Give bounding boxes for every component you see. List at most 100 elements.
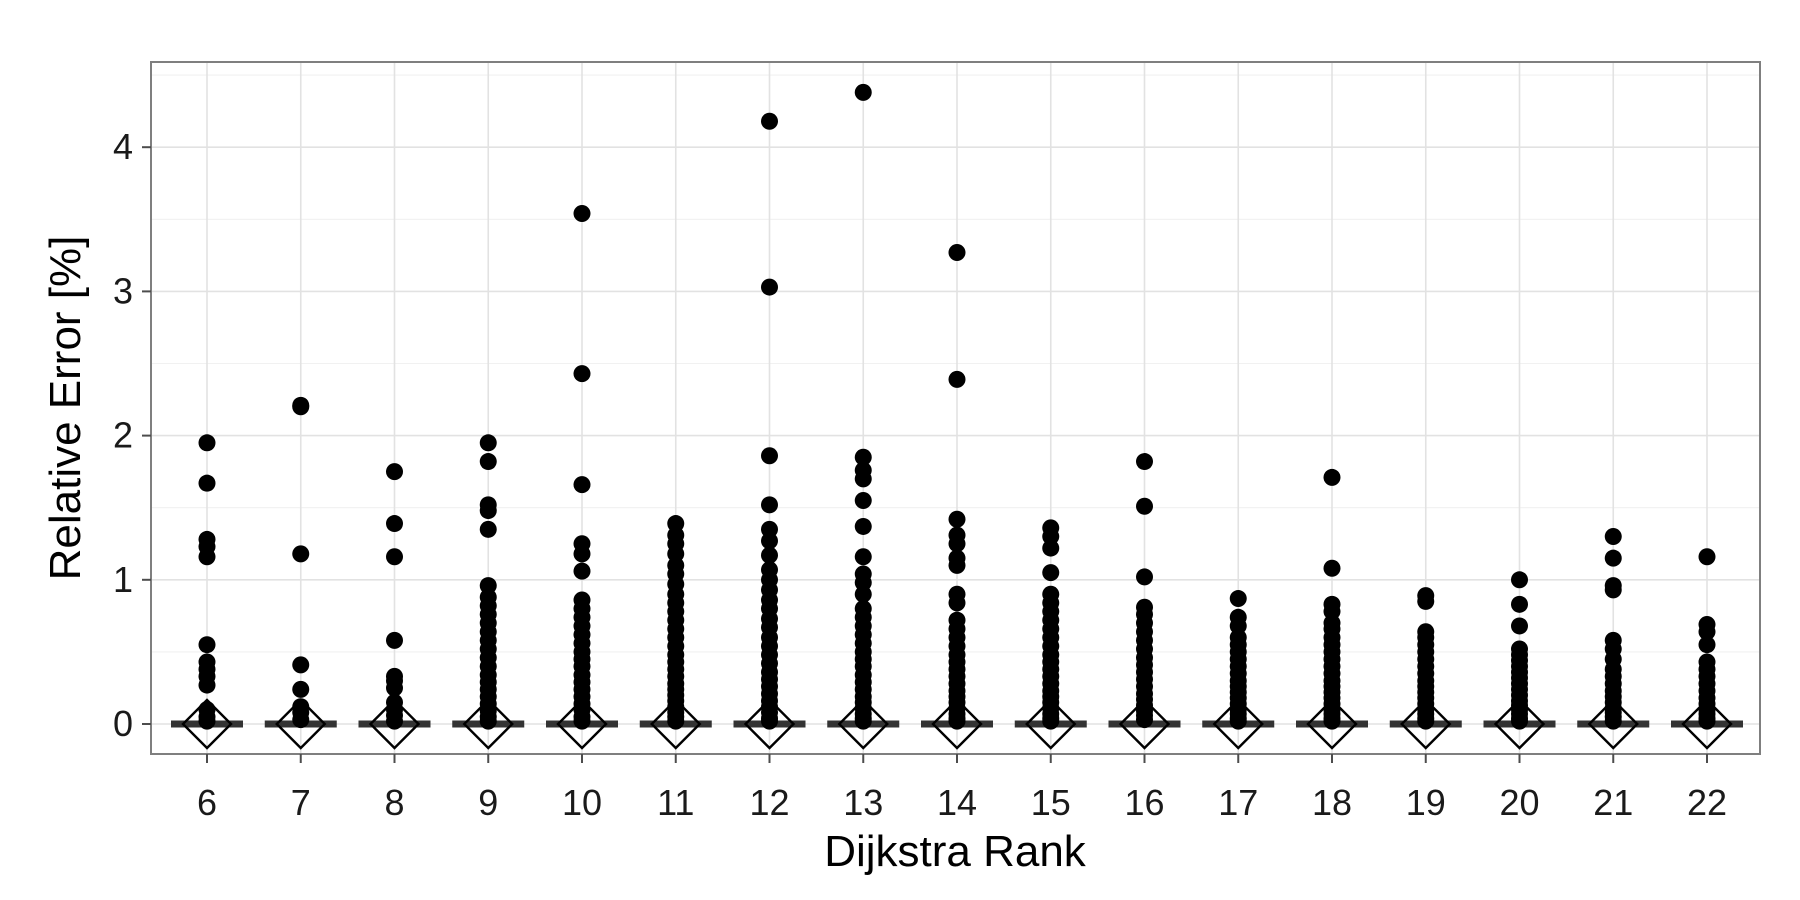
x-tick-label: 15 bbox=[1031, 782, 1071, 823]
outlier-point bbox=[854, 585, 872, 603]
x-axis-title: Dijkstra Rank bbox=[824, 827, 1087, 876]
x-tick-label: 6 bbox=[197, 782, 217, 823]
outlier-point bbox=[573, 476, 591, 494]
outlier-point bbox=[573, 205, 591, 223]
mean-diamond-rank-17 bbox=[1212, 698, 1264, 750]
grid-lines bbox=[152, 63, 1759, 753]
x-tick-label: 7 bbox=[291, 782, 311, 823]
outlier-point bbox=[198, 474, 216, 492]
mean-diamond-rank-14 bbox=[931, 698, 983, 750]
x-tick-label: 11 bbox=[657, 782, 694, 823]
x-tick-label: 8 bbox=[384, 782, 404, 823]
outlier-point bbox=[1511, 595, 1528, 613]
outlier-point bbox=[386, 515, 403, 533]
outlier-point bbox=[198, 636, 216, 654]
mean-diamond-rank-19 bbox=[1400, 698, 1452, 750]
outlier-point bbox=[198, 676, 216, 694]
x-tick-label: 13 bbox=[843, 782, 883, 823]
outlier-point bbox=[854, 83, 872, 101]
outlier-point bbox=[948, 370, 966, 388]
y-tick-label: 3 bbox=[113, 270, 133, 311]
y-tick-label: 1 bbox=[113, 559, 133, 600]
mean-diamond-rank-18 bbox=[1306, 698, 1358, 750]
x-tick-label: 17 bbox=[1218, 782, 1258, 823]
outlier-point bbox=[667, 712, 685, 730]
outlier-point bbox=[854, 517, 872, 535]
outlier-point bbox=[198, 712, 216, 730]
outlier-point bbox=[1698, 636, 1716, 654]
outlier-point bbox=[948, 243, 966, 261]
outlier-point bbox=[1417, 592, 1435, 610]
outlier-point bbox=[1511, 571, 1528, 589]
outlier-point bbox=[761, 496, 778, 514]
outlier-point bbox=[948, 510, 966, 528]
mean-diamond-rank-13 bbox=[837, 698, 889, 750]
outlier-point bbox=[1042, 564, 1060, 582]
outlier-point bbox=[292, 398, 310, 416]
outlier-point bbox=[1229, 590, 1247, 608]
outlier-point bbox=[1136, 453, 1153, 471]
outlier-point bbox=[479, 712, 497, 730]
outlier-point bbox=[1323, 468, 1341, 486]
mean-diamond-rank-11 bbox=[650, 698, 702, 750]
mean-diamond-rank-15 bbox=[1025, 698, 1077, 750]
outlier-point bbox=[761, 112, 778, 130]
outlier-point bbox=[386, 631, 403, 649]
y-axis: 0 1 2 3 4 bbox=[113, 126, 151, 744]
outlier-point bbox=[479, 520, 497, 538]
outlier-point bbox=[1604, 712, 1622, 730]
mean-diamond-rank-21 bbox=[1587, 698, 1639, 750]
outlier-point bbox=[1604, 528, 1622, 546]
outlier-point bbox=[292, 680, 310, 698]
outlier-point bbox=[1042, 712, 1060, 730]
y-axis-title: Relative Error [%] bbox=[41, 236, 90, 581]
outlier-point bbox=[854, 712, 872, 730]
mean-diamond-rank-6 bbox=[181, 698, 233, 750]
outlier-point bbox=[761, 278, 778, 296]
mean-diamond-rank-12 bbox=[743, 698, 796, 750]
outlier-point bbox=[479, 453, 497, 471]
outlier-point bbox=[1698, 548, 1716, 566]
outlier-point bbox=[948, 594, 966, 612]
outlier-point bbox=[573, 562, 591, 580]
outlier-point bbox=[573, 712, 591, 730]
mean-diamond-rank-7 bbox=[275, 698, 327, 750]
outlier-point bbox=[479, 434, 497, 452]
outlier-point bbox=[854, 548, 872, 566]
outlier-point bbox=[854, 470, 872, 488]
outlier-point bbox=[292, 545, 310, 563]
y-tick-label: 4 bbox=[113, 126, 133, 167]
x-tick-label: 12 bbox=[749, 782, 789, 823]
outlier-point bbox=[761, 546, 778, 564]
outlier-point bbox=[292, 711, 310, 729]
outlier-point bbox=[854, 448, 872, 466]
outlier-point bbox=[386, 712, 403, 730]
outlier-point bbox=[1604, 549, 1622, 567]
x-tick-label: 21 bbox=[1593, 782, 1633, 823]
outlier-point bbox=[573, 545, 591, 563]
mean-diamond-rank-8 bbox=[368, 698, 421, 750]
x-tick-label: 20 bbox=[1499, 782, 1539, 823]
y-tick-label: 0 bbox=[113, 703, 133, 744]
outlier-point bbox=[854, 491, 872, 509]
x-tick-label: 22 bbox=[1687, 782, 1727, 823]
outlier-point bbox=[479, 502, 497, 520]
outlier-point bbox=[1136, 711, 1153, 729]
outlier-point bbox=[1323, 559, 1341, 577]
outlier-point bbox=[761, 447, 778, 465]
mean-diamond-rank-20 bbox=[1493, 698, 1546, 750]
x-axis: 6 7 8 9 10 11 12 13 14 15 16 17 18 19 20 21 22 bbox=[197, 754, 1727, 823]
outlier-point bbox=[1229, 712, 1247, 730]
outlier-point bbox=[1417, 712, 1435, 730]
outlier-point bbox=[1136, 497, 1153, 515]
outlier-point bbox=[948, 712, 966, 730]
outlier-point bbox=[573, 365, 591, 383]
data-marks bbox=[171, 83, 1743, 750]
outlier-point bbox=[1511, 712, 1528, 730]
outlier-point bbox=[1323, 712, 1341, 730]
x-tick-label: 9 bbox=[478, 782, 498, 823]
x-tick-label: 14 bbox=[937, 782, 977, 823]
outlier-point bbox=[1698, 623, 1716, 641]
mean-diamond-rank-16 bbox=[1118, 698, 1171, 750]
outlier-point bbox=[198, 548, 216, 566]
